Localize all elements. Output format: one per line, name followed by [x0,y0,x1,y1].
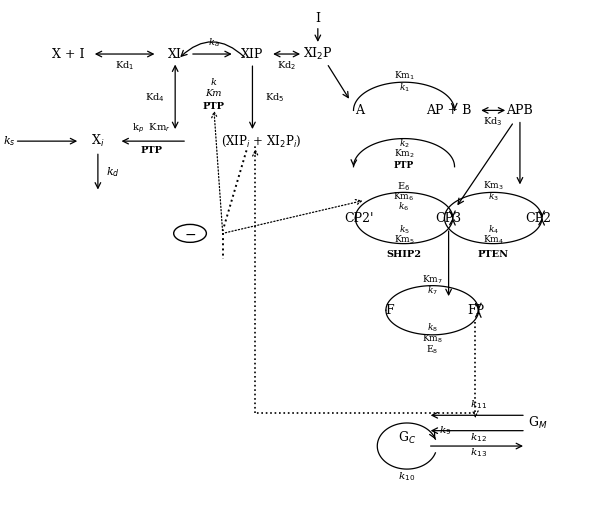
Text: k$_9$: k$_9$ [439,424,452,437]
Text: k$_2$: k$_2$ [398,137,410,150]
Text: Km$_3$: Km$_3$ [483,180,503,193]
Text: Km$_7$: Km$_7$ [422,274,443,286]
Text: Km$_6$: Km$_6$ [394,190,415,203]
Text: XI$_2$P: XI$_2$P [303,46,333,62]
Text: E$_6$: E$_6$ [397,180,410,193]
Text: I: I [316,11,320,25]
Text: E$_8$: E$_8$ [426,344,439,356]
Text: k$_8$: k$_8$ [427,322,438,335]
Text: k$_{12}$: k$_{12}$ [470,431,487,444]
Text: k$_{13}$: k$_{13}$ [470,447,487,459]
Text: Kd$_4$: Kd$_4$ [145,91,164,104]
Text: Km$_8$: Km$_8$ [422,332,443,344]
Text: Kd$_2$: Kd$_2$ [277,59,296,71]
Text: k$_6$: k$_6$ [398,200,410,213]
Text: CP2: CP2 [525,211,551,224]
Text: PTP: PTP [394,161,414,170]
Text: G$_C$: G$_C$ [398,430,416,447]
Text: k$_{11}$: k$_{11}$ [470,399,487,411]
Text: k$_1$: k$_1$ [398,81,410,94]
Text: Kd$_3$: Kd$_3$ [484,116,503,128]
Text: A: A [355,104,364,117]
Text: k$_p$  Km$_r$: k$_p$ Km$_r$ [132,122,170,135]
Text: G$_M$: G$_M$ [528,415,547,431]
Text: AP + B: AP + B [426,104,471,117]
Text: k$_4$: k$_4$ [488,223,499,236]
Text: k$_{10}$: k$_{10}$ [398,470,416,483]
Text: k$_a$: k$_a$ [208,36,220,49]
Text: CP2': CP2' [344,211,374,224]
Text: k: k [211,78,217,87]
Text: CP3: CP3 [436,211,461,224]
Text: Km$_5$: Km$_5$ [394,233,415,246]
Text: Kd$_1$: Kd$_1$ [115,59,134,71]
Text: XI: XI [168,48,182,61]
Text: Km$_1$: Km$_1$ [394,69,415,82]
Text: k$_7$: k$_7$ [427,284,438,297]
Text: k$_3$: k$_3$ [488,190,499,203]
Text: PTEN: PTEN [478,250,509,260]
Text: Km$_4$: Km$_4$ [483,233,503,246]
Text: k$_d$: k$_d$ [106,165,119,179]
Text: SHIP2: SHIP2 [386,250,422,260]
Text: PTP: PTP [140,146,163,155]
Text: F: F [385,304,394,316]
Text: APB: APB [506,104,533,117]
Text: k$_5$: k$_5$ [398,223,410,236]
Text: Kd$_5$: Kd$_5$ [265,91,285,104]
Text: X$_i$: X$_i$ [91,133,104,149]
Text: Km: Km [206,90,222,98]
Text: X + I: X + I [52,48,85,61]
Text: $-$: $-$ [184,226,196,240]
Text: XIP: XIP [241,48,263,61]
Text: FP: FP [467,304,484,316]
Text: PTP: PTP [203,102,225,111]
Text: Km$_2$: Km$_2$ [394,148,415,160]
Text: (XIP$_i$ + XI$_2$P$_i$): (XIP$_i$ + XI$_2$P$_i$) [221,134,302,149]
Text: k$_s$: k$_s$ [3,134,16,148]
